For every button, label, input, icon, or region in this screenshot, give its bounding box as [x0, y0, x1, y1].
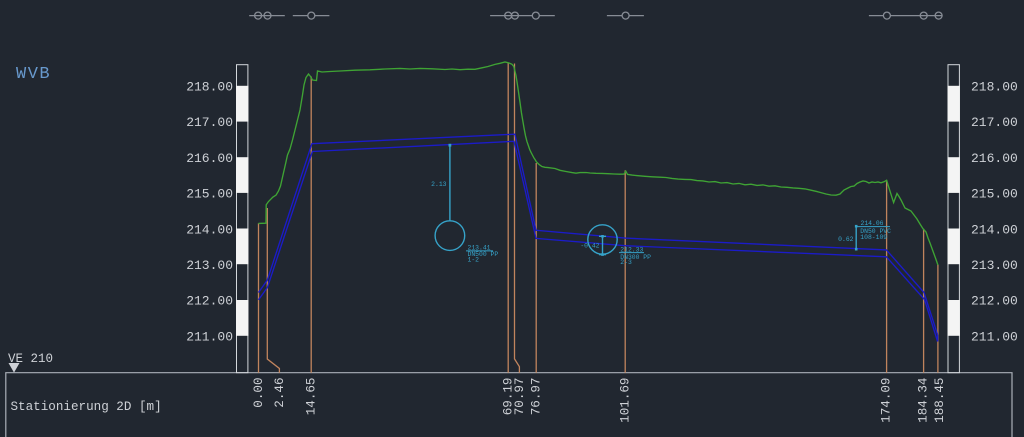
- svg-text:2.46: 2.46: [273, 378, 287, 408]
- svg-text:212.00: 212.00: [971, 294, 1018, 309]
- svg-text:211.00: 211.00: [971, 329, 1018, 344]
- svg-text:214.00: 214.00: [186, 222, 233, 237]
- svg-text:0.62: 0.62: [838, 236, 854, 243]
- svg-text:218.00: 218.00: [186, 80, 233, 95]
- svg-text:108-109: 108-109: [860, 234, 887, 241]
- svg-text:174.09: 174.09: [880, 378, 894, 423]
- svg-text:-0.42: -0.42: [580, 242, 599, 249]
- svg-text:211.00: 211.00: [186, 329, 233, 344]
- svg-text:14.65: 14.65: [305, 378, 319, 416]
- svg-text:69.19: 69.19: [501, 378, 515, 416]
- svg-text:217.00: 217.00: [971, 115, 1018, 130]
- svg-text:WVB: WVB: [16, 65, 51, 84]
- svg-text:215.00: 215.00: [186, 187, 233, 202]
- svg-text:184.34: 184.34: [917, 378, 931, 423]
- svg-text:212.33: 212.33: [620, 246, 643, 253]
- svg-text:1-2: 1-2: [468, 257, 480, 264]
- svg-text:188.45: 188.45: [933, 378, 947, 423]
- svg-text:VE 210: VE 210: [8, 352, 53, 366]
- svg-text:DN500 PP: DN500 PP: [468, 251, 499, 258]
- svg-text:213.00: 213.00: [186, 258, 233, 273]
- svg-text:101.69: 101.69: [619, 378, 633, 423]
- svg-text:217.00: 217.00: [186, 115, 233, 130]
- svg-text:70.97: 70.97: [513, 378, 527, 416]
- svg-text:214.06: 214.06: [861, 220, 884, 227]
- svg-text:215.00: 215.00: [971, 187, 1018, 202]
- svg-text:76.97: 76.97: [530, 378, 544, 416]
- svg-text:DN50 PVC: DN50 PVC: [860, 228, 891, 235]
- svg-text:213.00: 213.00: [971, 258, 1018, 273]
- svg-text:0.00: 0.00: [252, 378, 266, 408]
- svg-text:213.41: 213.41: [468, 244, 491, 251]
- svg-text:2.13: 2.13: [431, 181, 447, 188]
- svg-text:216.00: 216.00: [186, 151, 233, 166]
- svg-text:212.00: 212.00: [186, 294, 233, 309]
- svg-text:216.00: 216.00: [971, 151, 1018, 166]
- svg-text:218.00: 218.00: [971, 80, 1018, 95]
- svg-text:2-3: 2-3: [620, 259, 632, 266]
- svg-text:DN300 PP: DN300 PP: [620, 254, 651, 261]
- svg-text:Stationierung 2D [m]: Stationierung 2D [m]: [11, 400, 162, 414]
- svg-text:214.00: 214.00: [971, 222, 1018, 237]
